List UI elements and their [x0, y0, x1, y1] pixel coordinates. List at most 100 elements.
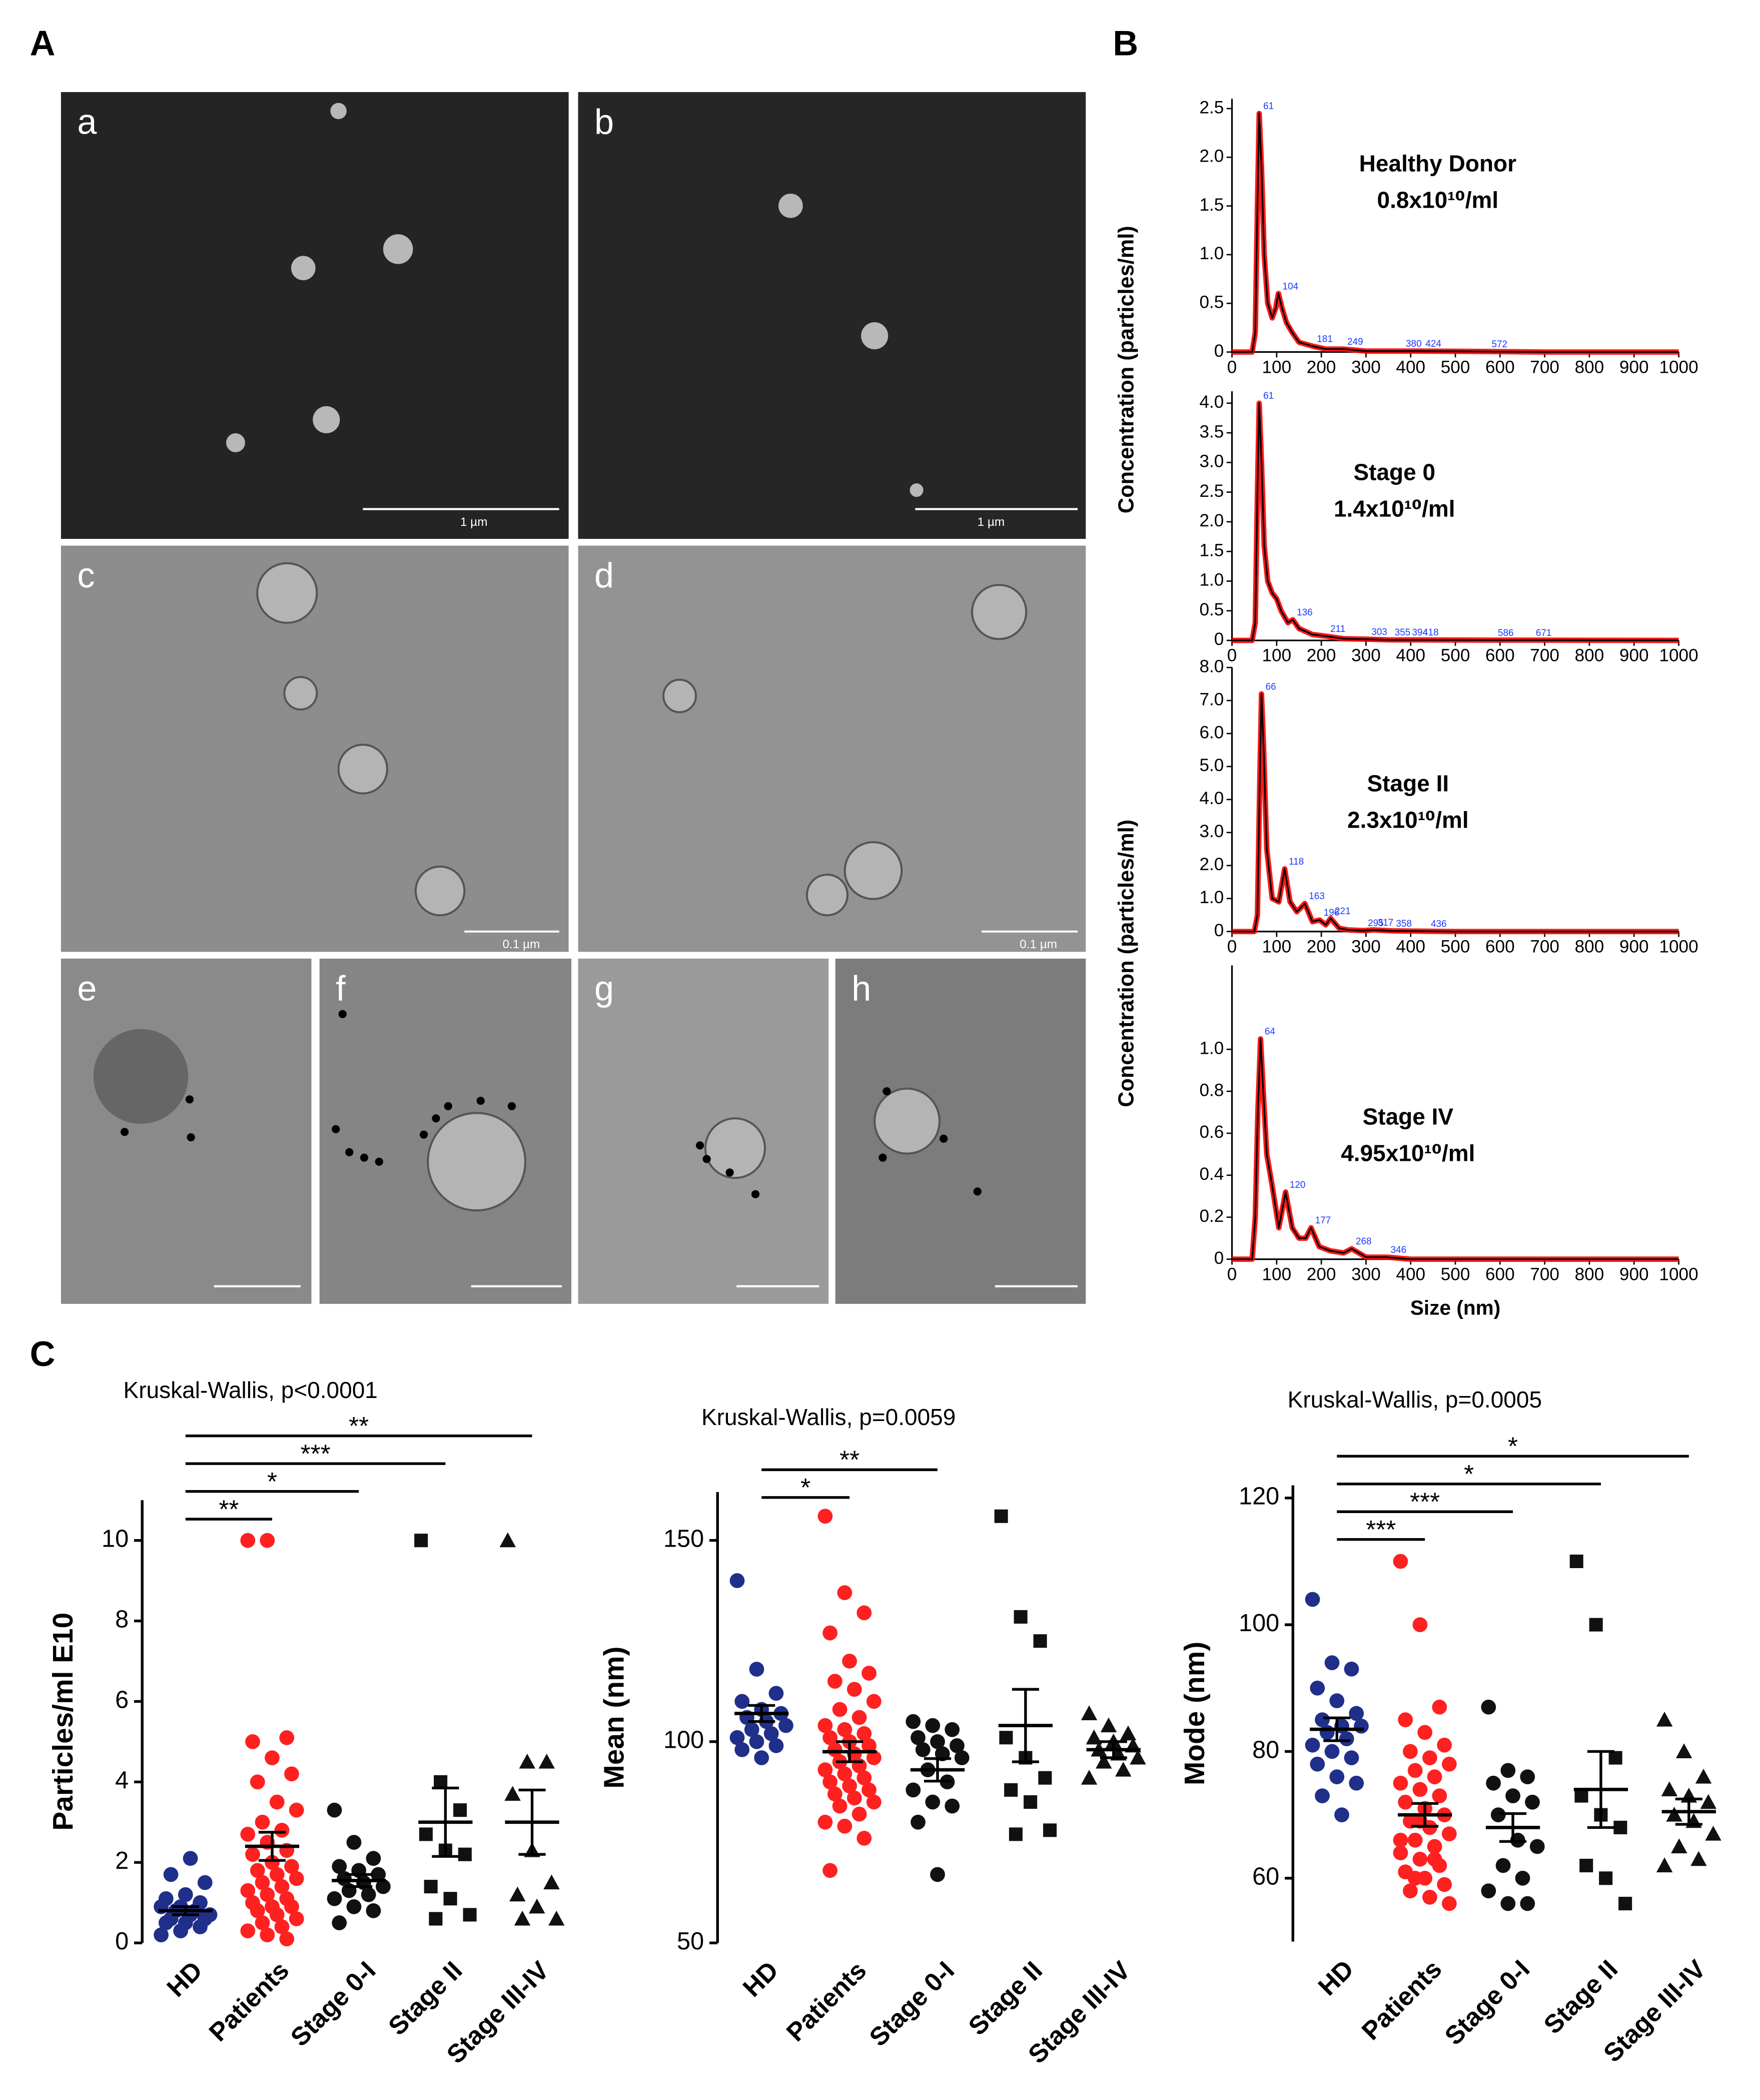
micrograph-label: h — [851, 968, 871, 1008]
micrograph-label: e — [77, 968, 97, 1008]
x-tick-label: Patients — [780, 1955, 871, 2046]
point — [519, 1753, 536, 1769]
point — [1115, 1761, 1132, 1777]
y-tick-label: 1.0 — [1199, 570, 1224, 590]
point — [1014, 1610, 1028, 1624]
point — [1398, 1712, 1413, 1727]
point — [1481, 1883, 1496, 1898]
y-tick-label: 10 — [102, 1526, 129, 1553]
peak-label: 380 — [1406, 339, 1422, 349]
x-axis-label: Size (nm) — [1410, 1296, 1500, 1319]
peak-label: 671 — [1536, 628, 1552, 638]
y-tick-label: 100 — [663, 1727, 704, 1754]
point — [1695, 1768, 1712, 1784]
point — [906, 1714, 921, 1729]
x-tick-label: Stage II — [1538, 1954, 1623, 2039]
point — [1432, 1699, 1447, 1715]
point — [954, 1750, 970, 1765]
point — [279, 1730, 295, 1745]
x-tick-label: 0 — [1227, 937, 1237, 956]
point — [371, 1867, 386, 1882]
point — [856, 1605, 872, 1621]
chart-title: Kruskal-Wallis, p<0.0001 — [124, 1377, 378, 1403]
y-axis-label: Concentration (particles/ml) — [1115, 820, 1139, 1107]
significance-label: *** — [301, 1439, 331, 1468]
point — [1422, 1889, 1437, 1905]
tem-image — [61, 958, 312, 1304]
x-tick-label: 500 — [1441, 357, 1470, 377]
point — [1427, 1851, 1442, 1867]
point — [945, 1722, 960, 1737]
sem-bar — [748, 1704, 775, 1723]
point — [744, 1722, 759, 1737]
x-tick-label: 300 — [1351, 1264, 1381, 1284]
point — [1500, 1896, 1516, 1911]
point — [1096, 1753, 1112, 1769]
point — [240, 1923, 256, 1938]
point — [930, 1734, 945, 1749]
point — [1441, 1756, 1457, 1772]
point — [154, 1927, 169, 1942]
y-tick-label: 0 — [1214, 341, 1224, 361]
vesicles — [93, 562, 1028, 1212]
point — [1024, 1795, 1038, 1809]
peak-label: 61 — [1263, 101, 1274, 112]
y-tick-label: 2.5 — [1199, 98, 1224, 117]
point — [846, 1682, 862, 1697]
sem-bar — [345, 1873, 373, 1888]
peak-label: 418 — [1423, 627, 1439, 638]
y-tick-label: 4.0 — [1199, 392, 1224, 412]
point — [1403, 1744, 1418, 1759]
significance-label: ** — [839, 1445, 859, 1474]
scale-label: 0.1 µm — [1020, 938, 1057, 951]
peak-label: 436 — [1431, 919, 1447, 930]
point — [1324, 1655, 1340, 1670]
error-band — [1232, 111, 1679, 355]
peak-label: 317 — [1378, 918, 1394, 928]
y-tick-label: 3.0 — [1199, 822, 1224, 841]
y-tick-label: 2 — [115, 1847, 129, 1874]
y-tick-label: 2.0 — [1199, 855, 1224, 874]
point — [856, 1726, 872, 1741]
sem-bar — [172, 1905, 199, 1916]
point — [817, 1814, 833, 1830]
peak-label: 118 — [1289, 857, 1304, 867]
point — [1599, 1871, 1613, 1885]
point — [327, 1891, 342, 1906]
point — [1569, 1554, 1583, 1568]
point — [1407, 1763, 1423, 1778]
point — [832, 1798, 847, 1814]
point — [250, 1903, 265, 1918]
sem-bar — [836, 1740, 863, 1763]
significance-label: * — [267, 1467, 277, 1496]
point — [1412, 1851, 1428, 1867]
y-tick-label: 0.8 — [1199, 1080, 1224, 1100]
point — [1481, 1699, 1496, 1715]
peak-label: 346 — [1391, 1245, 1407, 1255]
point — [1344, 1661, 1359, 1677]
x-tick-label: 100 — [1262, 1264, 1292, 1284]
peak-label: 196 — [1324, 908, 1340, 918]
point — [260, 1887, 275, 1902]
point — [994, 1509, 1008, 1523]
significance-label: *** — [1410, 1487, 1440, 1516]
point — [1315, 1712, 1330, 1727]
line — [1232, 402, 1679, 641]
point — [1490, 1807, 1506, 1822]
significance-label: * — [1508, 1432, 1518, 1461]
peak-label: 177 — [1315, 1215, 1331, 1226]
point — [269, 1867, 285, 1882]
point — [866, 1750, 882, 1765]
y-axis-label: Particles/ml E10 — [48, 1613, 79, 1831]
point — [1529, 1839, 1545, 1854]
peak-label: 181 — [1317, 334, 1333, 344]
x-tick-label: Patients — [1356, 1954, 1447, 2045]
point — [1675, 1743, 1692, 1758]
point — [529, 1898, 545, 1914]
sem-bar — [1411, 1802, 1439, 1828]
y-tick-label: 1.0 — [1199, 244, 1224, 263]
point — [827, 1786, 842, 1802]
point — [260, 1927, 275, 1942]
tem-image — [835, 958, 1086, 1304]
